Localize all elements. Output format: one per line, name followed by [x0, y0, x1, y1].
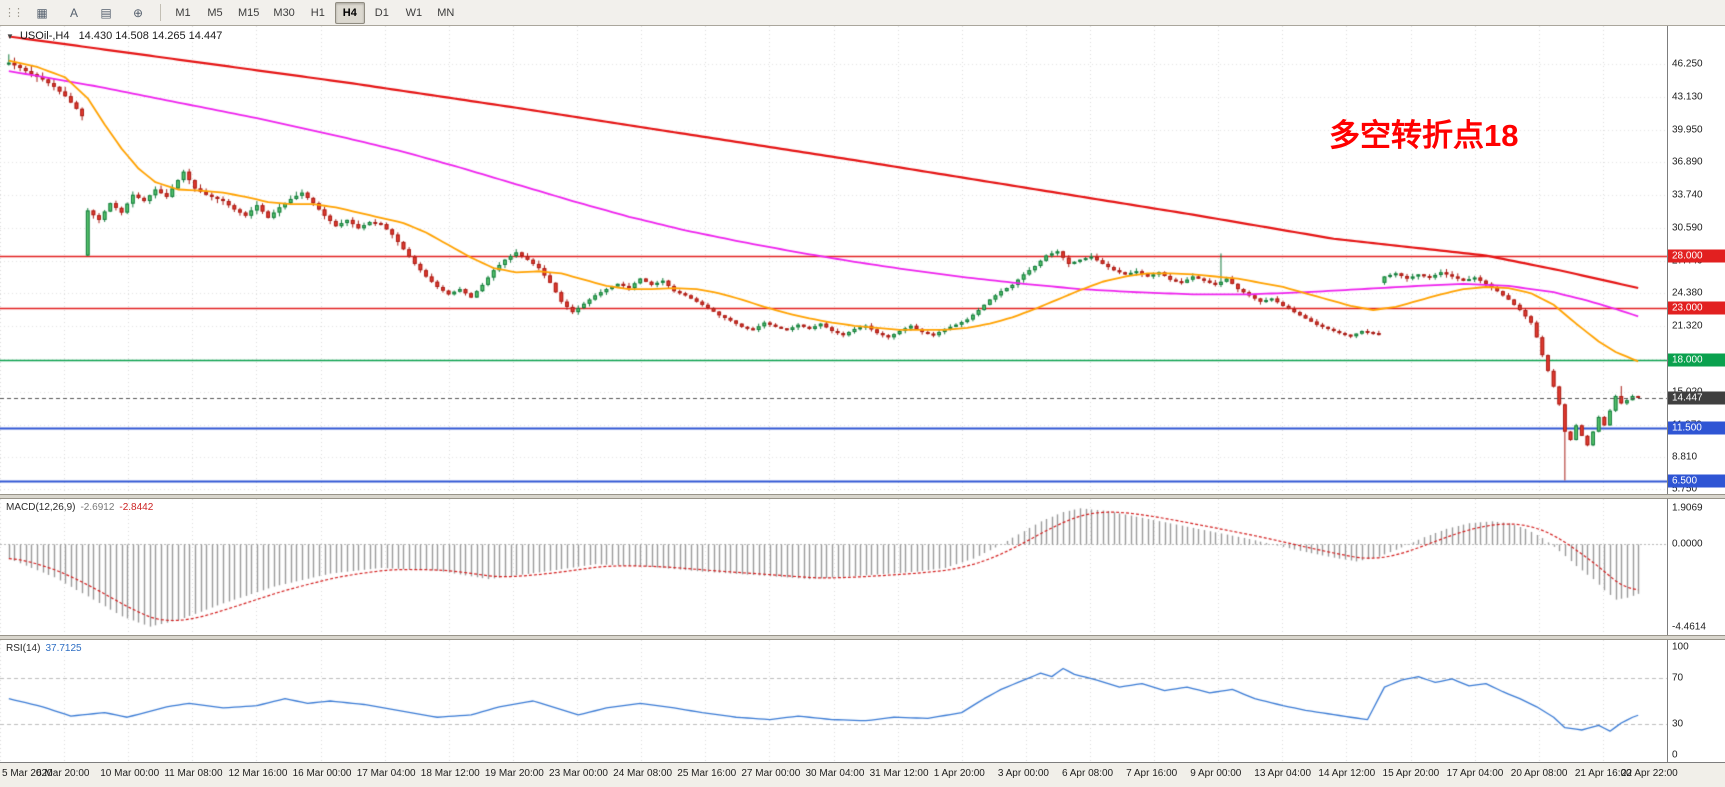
timeframe-button-M5[interactable]: M5 [207, 6, 223, 19]
time-axis-label: 30 Mar 04:00 [805, 768, 865, 779]
time-axis-label: 7 Apr 16:00 [1126, 768, 1178, 779]
rsi-axis-label: 0 [1672, 749, 1678, 761]
macd-canvas[interactable] [0, 499, 1667, 635]
rsi-value: 37.7125 [45, 643, 82, 654]
price-axis-label: 8.810 [1672, 451, 1698, 463]
macd-signal-value: -2.8442 [119, 502, 154, 513]
macd-panel: MACD(12,26,9) -2.6912 -2.8442 1.9069 0.0000… [0, 499, 1725, 635]
time-axis-label: 17 Apr 04:00 [1446, 768, 1504, 779]
charts-grid-icon[interactable]: ▦ [36, 5, 48, 20]
time-axis-label: 13 Apr 04:00 [1254, 768, 1312, 779]
price-level-badge-14.447: 14.447 [1668, 391, 1725, 405]
timeframe-button-M15[interactable]: M15 [238, 6, 260, 19]
ohlc-values: 14.430 14.508 14.265 14.447 [78, 30, 223, 42]
panel-divider-macd[interactable] [0, 494, 1725, 499]
time-axis[interactable]: 5 Mar 2020 6 Mar 20:00 10 Mar 00:00 11 Mar … [0, 762, 1725, 787]
time-axis-label: 20 Apr 08:00 [1510, 768, 1568, 779]
timeframe-button-H4[interactable]: H4 [334, 1, 365, 24]
price-axis-label: 30.590 [1672, 222, 1703, 234]
rsi-axis-label: 70 [1672, 672, 1684, 684]
timeframe-button-group: M1 M5 M15 M30 H1 H4 D1 W1 MN [167, 1, 462, 24]
time-axis-label: 24 Mar 08:00 [613, 768, 673, 779]
price-level-badge-18.000: 18.000 [1668, 353, 1725, 367]
price-axis: 46.25043.13039.95036.89033.74030.59027.4… [1667, 26, 1725, 494]
price-axis-label: 43.130 [1672, 91, 1703, 103]
rsi-axis-label: 100 [1672, 641, 1689, 653]
price-axis-label: 39.950 [1672, 124, 1703, 136]
price-chart-panel: ▼ USOil-,H4 14.430 14.508 14.265 14.447 … [0, 26, 1725, 494]
timeframe-button-MN[interactable]: MN [437, 6, 455, 19]
price-level-badge-11.500: 11.500 [1668, 421, 1725, 435]
price-level-badge-6.500: 6.500 [1668, 474, 1725, 488]
macd-name: MACD(12,26,9) [6, 502, 76, 513]
toolbar-grip[interactable]: ⋮⋮ [4, 7, 24, 19]
text-annotation-icon[interactable]: A [69, 5, 78, 20]
time-axis-label: 19 Mar 20:00 [484, 768, 544, 779]
timeframe-button-M30[interactable]: M30 [273, 6, 295, 19]
timeframe-button-D1[interactable]: D1 [374, 6, 389, 19]
price-axis-label: 5.750 [1672, 483, 1698, 494]
rsi-label: RSI(14) 37.7125 [6, 643, 82, 654]
rsi-axis-label: 30 [1672, 718, 1684, 730]
time-axis-label: 6 Mar 20:00 [36, 768, 90, 779]
time-axis-label: 23 Mar 00:00 [549, 768, 608, 779]
time-axis-label: 6 Apr 08:00 [1061, 768, 1114, 779]
time-axis-label: 15 Apr 20:00 [1382, 768, 1440, 779]
price-axis-label: 24.380 [1672, 287, 1703, 299]
price-axis-label: 36.890 [1672, 156, 1703, 168]
time-axis-label: 17 Mar 04:00 [356, 768, 416, 779]
macd-axis-label: 1.9069 [1672, 502, 1703, 514]
macd-label: MACD(12,26,9) -2.6912 -2.8442 [6, 502, 153, 513]
price-axis-label: 21.320 [1672, 320, 1703, 332]
time-axis-label: 22 Apr 22:00 [1621, 768, 1678, 779]
time-axis-label: 10 Mar 00:00 [100, 768, 160, 779]
chart-template-icon[interactable]: ▤ [100, 5, 112, 20]
rsi-canvas[interactable] [0, 640, 1667, 762]
crosshair-icon[interactable]: ⊕ [132, 5, 144, 20]
macd-axis-label: -4.4614 [1672, 621, 1706, 633]
time-axis-label: 9 Apr 00:00 [1190, 768, 1242, 779]
toolbar: ⋮⋮ ▦ A ▤ ⊕ M1 M5 M15 M30 H1 H4 D1 W1 MN [0, 0, 1725, 26]
timeframe-button-W1[interactable]: W1 [405, 6, 423, 19]
time-axis-label: 14 Apr 12:00 [1318, 768, 1376, 779]
timeframe-button-H1[interactable]: H1 [310, 6, 325, 19]
chart-header: ▼ USOil-,H4 14.430 14.508 14.265 14.447 [6, 30, 222, 42]
time-axis-label: 3 Apr 00:00 [997, 768, 1049, 779]
toolbar-separator [160, 4, 161, 21]
toolbar-icon-group: ▦ A ▤ ⊕ [26, 2, 154, 24]
symbol-timeframe-label: USOil-,H4 [19, 30, 70, 42]
price-level-badge-28.000: 28.000 [1668, 249, 1725, 263]
time-axis-label: 16 Mar 00:00 [292, 768, 352, 779]
time-axis-label: 5 Mar 2020 [2, 768, 53, 779]
price-chart-canvas[interactable] [0, 26, 1667, 494]
chart-annotation-text: 多空转折点18 [1329, 118, 1519, 153]
time-axis-label: 18 Mar 12:00 [420, 768, 480, 779]
time-axis-label: 11 Mar 08:00 [164, 768, 223, 779]
rsi-axis: 100 70 30 0 [1667, 640, 1725, 762]
time-axis-label: 25 Mar 16:00 [677, 768, 737, 779]
price-level-badge-23.000: 23.000 [1668, 301, 1725, 315]
time-axis-label: 31 Mar 12:00 [869, 768, 929, 779]
time-axis-label: 12 Mar 16:00 [228, 768, 288, 779]
time-axis-label: 21 Apr 16:00 [1574, 768, 1632, 779]
macd-main-value: -2.6912 [80, 502, 115, 513]
time-axis-label: 27 Mar 00:00 [741, 768, 801, 779]
timeframe-button-M1[interactable]: M1 [175, 6, 191, 19]
price-axis-label: 46.250 [1672, 58, 1703, 70]
time-axis-label: 1 Apr 20:00 [933, 768, 985, 779]
macd-axis-label: 0.0000 [1672, 538, 1703, 550]
panel-divider-rsi[interactable] [0, 635, 1725, 640]
rsi-name: RSI(14) [6, 643, 41, 654]
rsi-panel: RSI(14) 37.7125 100 70 30 0 [0, 640, 1725, 762]
price-axis-label: 33.740 [1672, 189, 1703, 201]
macd-axis: 1.9069 0.0000 -4.4614 [1667, 499, 1725, 635]
symbol-dropdown-icon[interactable]: ▼ [6, 32, 14, 41]
